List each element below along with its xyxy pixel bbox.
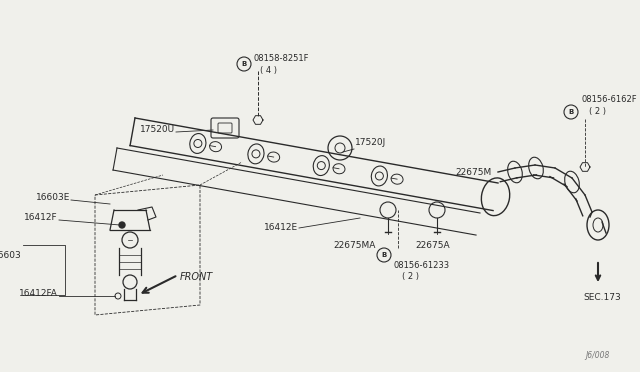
Text: ( 2 ): ( 2 ): [589, 107, 606, 116]
Text: 16412F: 16412F: [24, 213, 58, 222]
Text: 16603E: 16603E: [36, 193, 70, 202]
Text: 16412FA: 16412FA: [19, 289, 58, 298]
Text: 17520U: 17520U: [140, 125, 175, 134]
Text: ( 4 ): ( 4 ): [260, 66, 277, 75]
Text: SEC.173: SEC.173: [583, 293, 621, 302]
Text: FRONT: FRONT: [180, 272, 213, 282]
Text: 17520J: 17520J: [355, 138, 387, 147]
Text: B: B: [568, 109, 573, 115]
Text: 16412E: 16412E: [264, 223, 298, 232]
Text: B: B: [241, 61, 246, 67]
Circle shape: [119, 222, 125, 228]
Text: 22675M: 22675M: [455, 168, 492, 177]
Text: 22675A: 22675A: [415, 241, 450, 250]
Text: 16603: 16603: [0, 251, 22, 260]
Text: 08156-61233: 08156-61233: [394, 261, 450, 270]
Text: 22675MA: 22675MA: [334, 241, 376, 250]
Text: 08158-8251F: 08158-8251F: [254, 54, 310, 63]
Text: B: B: [381, 252, 387, 258]
Text: ( 2 ): ( 2 ): [402, 272, 419, 281]
Text: J6/008: J6/008: [586, 351, 610, 360]
Text: 08156-6162F: 08156-6162F: [581, 95, 637, 104]
